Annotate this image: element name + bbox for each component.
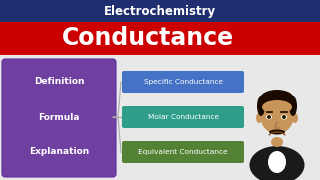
Ellipse shape [281, 114, 287, 120]
Circle shape [282, 115, 286, 119]
Text: Molar Conductance: Molar Conductance [148, 114, 219, 120]
Bar [0, 0, 320, 22]
Text: Electrochemistry: Electrochemistry [104, 4, 216, 17]
Text: Explanation: Explanation [29, 147, 89, 156]
Bar [0, 55, 320, 180]
Ellipse shape [289, 96, 297, 116]
Ellipse shape [268, 151, 286, 173]
Ellipse shape [266, 114, 272, 120]
Ellipse shape [260, 96, 294, 134]
Ellipse shape [262, 100, 292, 114]
Ellipse shape [271, 137, 283, 147]
Ellipse shape [269, 129, 285, 134]
Ellipse shape [257, 96, 265, 116]
Text: Specific Conductance: Specific Conductance [143, 79, 222, 85]
Text: Conductance: Conductance [62, 26, 234, 50]
Ellipse shape [250, 146, 305, 180]
FancyBboxPatch shape [122, 71, 244, 93]
FancyBboxPatch shape [122, 106, 244, 128]
Text: Equivalent Conductance: Equivalent Conductance [138, 149, 228, 155]
Circle shape [267, 115, 271, 119]
Text: Definition: Definition [34, 78, 84, 87]
Ellipse shape [256, 113, 262, 123]
Text: Formula: Formula [38, 112, 80, 122]
FancyBboxPatch shape [122, 141, 244, 163]
Ellipse shape [292, 113, 298, 123]
Ellipse shape [260, 90, 294, 108]
FancyBboxPatch shape [2, 59, 116, 177]
Bar [0, 22, 320, 55]
